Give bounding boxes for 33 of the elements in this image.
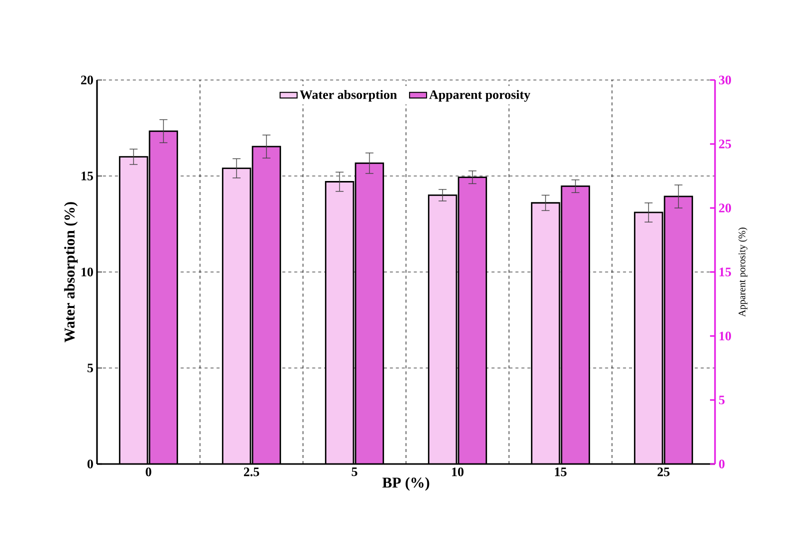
y-axis-title: Water absorption (%) — [64, 202, 78, 342]
x-tick-label: 15 — [555, 468, 567, 476]
bar — [356, 163, 384, 464]
y-tick-label: 20 — [81, 76, 93, 84]
bar — [252, 146, 280, 464]
y-tick-label: 15 — [82, 172, 94, 180]
x-tick-label: 25 — [658, 468, 670, 476]
x-axis-title: BP (%) — [382, 477, 430, 491]
bar — [562, 186, 590, 464]
bar — [532, 202, 560, 464]
x-tick-label: 5 — [352, 468, 358, 476]
bar — [326, 182, 354, 464]
y2-axis-title: Apparent porosity (%) — [738, 228, 748, 317]
y-tick-label: 0 — [88, 460, 93, 468]
bar — [120, 156, 148, 464]
bar — [150, 131, 178, 464]
y2-tick-label: 10 — [720, 332, 731, 340]
y-tick-label: 5 — [88, 364, 94, 372]
x-tick-label: 2.5 — [244, 468, 260, 476]
bar — [428, 195, 456, 464]
y2-tick-label: 20 — [719, 204, 731, 212]
x-tick-label: 0 — [146, 468, 152, 476]
bar — [222, 168, 250, 464]
x-tick-label: 10 — [452, 468, 464, 476]
y2-tick-label: 30 — [719, 76, 731, 84]
bar — [458, 177, 486, 464]
y2-tick-label: 5 — [719, 396, 725, 404]
y2-tick-label: 0 — [719, 460, 725, 468]
legend-label: Water absorption — [300, 90, 397, 102]
y-tick-label: 10 — [82, 268, 93, 276]
legend-label: Apparent porosity — [429, 90, 530, 102]
y2-tick-label: 15 — [720, 268, 732, 276]
y2-tick-label: 25 — [719, 140, 732, 148]
